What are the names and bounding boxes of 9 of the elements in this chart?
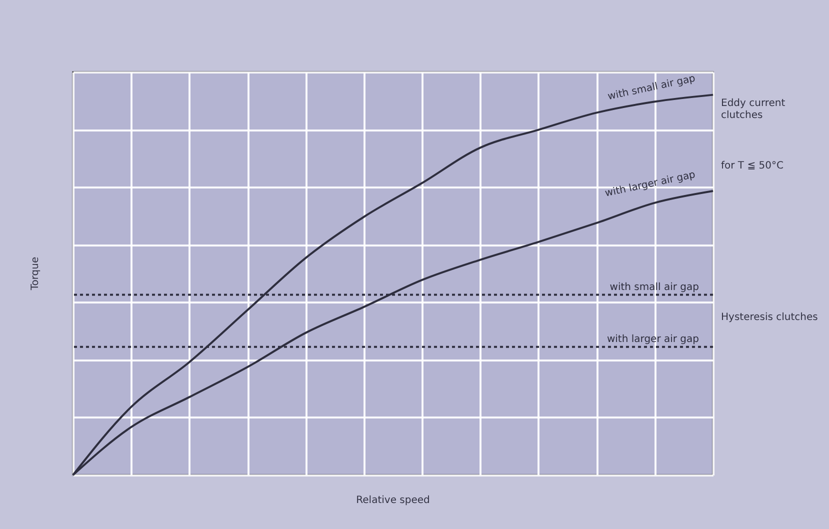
text: Eddy current clutches bbox=[721, 98, 786, 122]
text: Hysteresis clutches bbox=[721, 312, 818, 323]
text: with small air gap bbox=[606, 73, 696, 103]
x-axis-title: Relative speed bbox=[356, 495, 430, 506]
text: for T ≦ 50°C bbox=[721, 160, 784, 172]
ref-line-label: with larger air gap bbox=[606, 334, 699, 345]
ref-line-label: with small air gap bbox=[610, 282, 699, 293]
y-axis-title: Torque bbox=[30, 256, 41, 292]
text: with larger air gap bbox=[604, 169, 696, 200]
